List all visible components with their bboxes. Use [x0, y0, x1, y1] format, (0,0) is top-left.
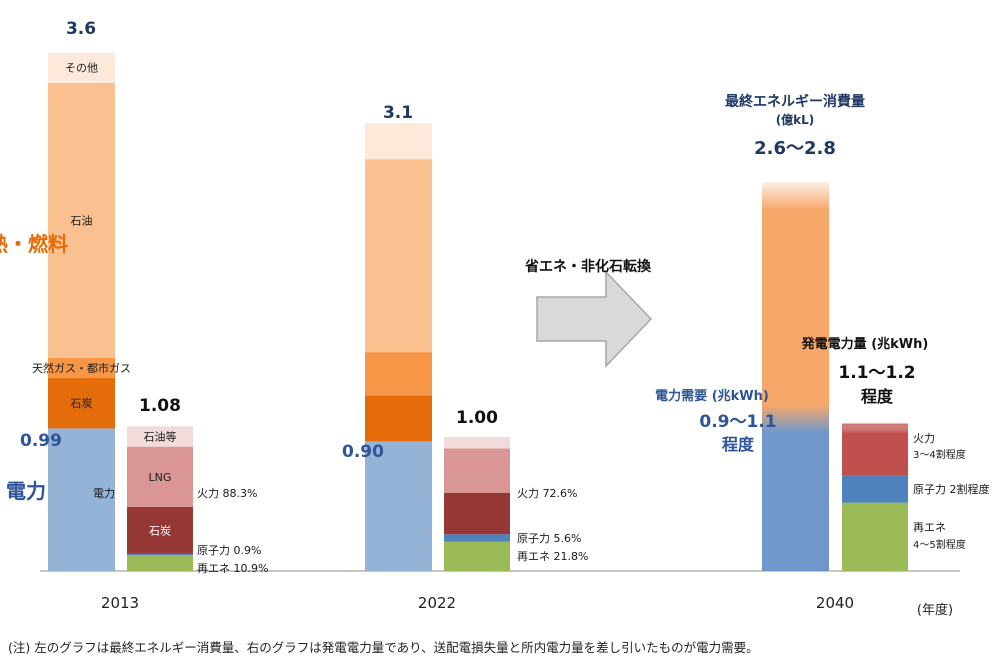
heat-fuel-group-label: 熱・燃料 [0, 232, 68, 256]
y2040-gen-title: 発電電力量 (兆kWh) [801, 336, 929, 352]
y2013-seg-label-coal_c: 石炭 [71, 397, 93, 410]
transition-label: 省エネ・非化石転換 [524, 258, 652, 275]
y2040-consumption-title: 最終エネルギー消費量 [725, 93, 865, 110]
y2022-gen-renewables [444, 541, 510, 571]
y2013-renew-share: 再エネ 10.9% [197, 562, 268, 575]
y2022-bar-gas [365, 352, 432, 396]
y2013-bar-coal_c [48, 378, 115, 429]
y2040-bar-range-fade [762, 176, 829, 211]
y2013-gen-label-thermal_lng: LNG [149, 471, 172, 484]
y2013-nuclear-share: 原子力 0.9% [197, 544, 261, 557]
year-unit-label: (年度) [917, 602, 953, 618]
y2013-bar-other [48, 52, 115, 83]
y2013-gen-label-thermal_coal: 石炭 [149, 524, 171, 537]
y2040-renew-share-1: 再エネ [913, 521, 946, 534]
y2013-seg-label-oil: 石油 [71, 213, 93, 227]
y2040-gen-nuclear [842, 475, 908, 503]
y2022-bar-other [365, 123, 432, 160]
y2013-seg-label-other: その他 [65, 62, 98, 75]
y2022-total-label: 3.1 [383, 103, 413, 123]
y2022-gen-nuclear [444, 534, 510, 542]
y2022-bar-coal_c [365, 395, 432, 442]
y2022-thermal-share: 火力 72.6% [517, 487, 577, 500]
year-label-2040: 2040 [816, 594, 854, 612]
y2022-bar-demand [365, 441, 432, 571]
y2040-total-label: 2.6～2.8 [754, 138, 836, 159]
y2040-demand-suffix: 程度 [722, 435, 755, 454]
y2022-renew-share: 再エネ 21.8% [517, 550, 588, 563]
y2040-bar-heat-fuel [762, 182, 829, 405]
y2013-bar-demand [48, 428, 115, 571]
y2022-gen-thermal_coal [444, 492, 510, 535]
y2013-seg-label-gas: 天然ガス・都市ガス [32, 361, 131, 375]
footnote: (注) 左のグラフは最終エネルギー消費量、右のグラフは発電電力量であり、送配電損… [8, 640, 759, 655]
y2013-gen-total-label: 1.08 [139, 396, 181, 416]
y2022-gen-thermal_lng [444, 448, 510, 493]
y2013-gen-thermal_coal [127, 506, 193, 554]
y2013-bar-gas [48, 357, 115, 379]
y2022-gen-total-label: 1.00 [456, 408, 498, 428]
y2040-gen-range-fade [842, 419, 908, 434]
y2040-bar-demand-range-blend [762, 405, 829, 433]
y2013-gen-thermal_oil [127, 426, 193, 447]
y2040-consumption-unit: (億kL) [776, 112, 815, 127]
y2022-nuclear-share: 原子力 5.6% [517, 532, 581, 545]
y2013-thermal-share: 火力 88.3% [197, 487, 257, 500]
y2040-gen-total-label: 1.1～1.2 [838, 363, 915, 383]
y2040-bar-demand [762, 427, 829, 571]
y2022-gen-thermal_oil [444, 437, 510, 449]
y2022-bar-oil [365, 159, 432, 353]
y2013-gen-label-thermal_oil: 石油等 [144, 429, 177, 443]
y2040-gen-renewables [842, 502, 908, 571]
y2040-demand-title: 電力需要 (兆kWh) [655, 388, 769, 404]
y2040-gen-suffix: 程度 [861, 387, 894, 406]
y2013-demand-inner-label: 電力 [93, 487, 115, 500]
y2040-demand-label: 0.9～1.1 [699, 412, 776, 432]
y2022-demand-label: 0.90 [342, 442, 384, 462]
transition-arrow [536, 270, 653, 368]
y2040-nuclear-share: 原子力 2割程度 [913, 482, 990, 496]
y2040-thermal-share-2: 3～4割程度 [913, 448, 966, 461]
electricity-group-label: 電力 [6, 479, 46, 503]
y2013-gen-thermal_lng [127, 446, 193, 507]
y2013-gen-renewables [127, 555, 193, 571]
year-label-2013: 2013 [101, 594, 139, 612]
y2013-gen-nuclear [127, 553, 193, 556]
y2013-total-label: 3.6 [66, 19, 96, 39]
y2013-bar-oil [48, 82, 115, 358]
y2040-renew-share-2: 4～5割程度 [913, 538, 966, 551]
y2040-thermal-share-1: 火力 [913, 432, 935, 445]
y2013-demand-label: 0.99 [20, 431, 62, 451]
year-label-2022: 2022 [418, 594, 456, 612]
